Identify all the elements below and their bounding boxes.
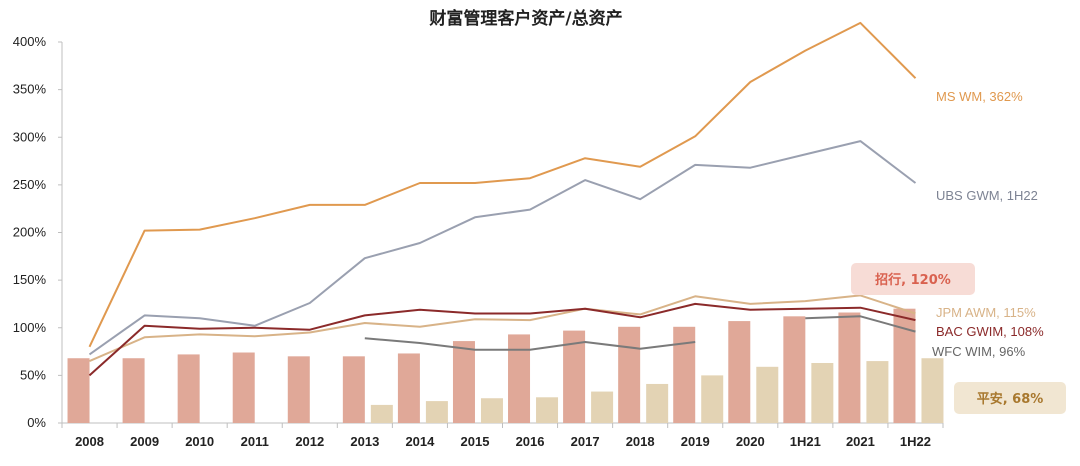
x-tick-label: 1H21	[790, 434, 821, 449]
x-tick-label: 2021	[846, 434, 875, 449]
x-tick-label: 2012	[295, 434, 324, 449]
bar-cmb	[67, 358, 90, 423]
bar-pingan	[646, 383, 669, 423]
bar-cmb	[452, 341, 475, 423]
y-tick-label: 50%	[20, 367, 46, 382]
bar-cmb	[893, 308, 916, 423]
badge-pingan	[954, 382, 1066, 414]
y-tick-label: 250%	[13, 177, 47, 192]
x-tick-label: 2016	[516, 434, 545, 449]
bar-pingan	[591, 391, 614, 423]
lines-layer	[88, 21, 917, 377]
bar-pingan	[866, 361, 889, 423]
bars-layer	[67, 308, 944, 423]
bar-cmb	[177, 354, 200, 423]
bar-pingan	[425, 401, 448, 423]
badge-cmb	[851, 263, 975, 295]
x-tick-label: 2009	[130, 434, 159, 449]
bar-cmb	[122, 358, 145, 423]
label-bac: BAC GWIM, 108%	[936, 324, 1044, 339]
bar-pingan	[811, 362, 834, 423]
x-tick-label: 2017	[571, 434, 600, 449]
line-ubs	[88, 140, 917, 356]
bar-pingan	[370, 404, 393, 423]
label-ubs: UBS GWM, 1H22	[936, 188, 1038, 203]
bar-cmb	[838, 312, 861, 423]
x-tick-label: 2015	[461, 434, 490, 449]
label-jpm: JPM AWM, 115%	[936, 305, 1036, 320]
bar-pingan	[921, 358, 944, 423]
bar-cmb	[342, 356, 365, 423]
bar-cmb	[287, 356, 310, 423]
bar-cmb	[563, 330, 586, 423]
bar-cmb	[232, 352, 255, 423]
bar-cmb	[783, 316, 806, 423]
x-tick-label: 2010	[185, 434, 214, 449]
x-tick-label: 2014	[405, 434, 435, 449]
x-tick-label: 2008	[75, 434, 104, 449]
line-wfc	[364, 337, 696, 351]
line-ms	[88, 21, 917, 348]
label-wfc: WFC WIM, 96%	[932, 344, 1026, 359]
badge-label-cmb: 招行, 120%	[875, 272, 951, 288]
y-tick-label: 300%	[13, 129, 47, 144]
y-tick-label: 100%	[13, 320, 47, 335]
x-tick-label: 1H22	[900, 434, 931, 449]
bar-pingan	[480, 398, 503, 423]
y-tick-label: 200%	[13, 225, 47, 240]
line-wfc	[805, 315, 916, 333]
y-tick-label: 350%	[13, 82, 47, 97]
bar-pingan	[536, 397, 559, 423]
bar-cmb	[618, 326, 641, 423]
bar-cmb	[508, 334, 531, 423]
label-ms: MS WM, 362%	[936, 89, 1023, 104]
line-bac	[88, 302, 916, 377]
line-jpm	[89, 294, 916, 363]
series-labels: MS WM, 362% UBS GWM, 1H22 JPM AWM, 115% BAC…	[851, 89, 1066, 414]
y-tick-label: 400%	[13, 34, 47, 49]
bar-cmb	[673, 326, 696, 423]
axes: 0% 50% 100% 150% 200% 250% 300% 350% 400% 2008 200…	[13, 34, 944, 449]
bar-cmb	[728, 321, 751, 423]
y-tick-label: 150%	[13, 272, 47, 287]
x-tick-label: 2011	[241, 434, 269, 449]
bar-pingan	[701, 375, 724, 423]
bar-cmb	[397, 353, 420, 423]
x-tick-label: 2018	[626, 434, 655, 449]
x-tick-label: 2013	[350, 434, 379, 449]
y-tick-label: 0%	[27, 415, 46, 430]
x-tick-label: 2019	[681, 434, 710, 449]
x-tick-label: 2020	[736, 434, 765, 449]
badge-label-pingan: 平安, 68%	[977, 391, 1044, 407]
bar-pingan	[756, 366, 779, 423]
chart-title: 财富管理客户资产/总资产	[428, 8, 622, 29]
